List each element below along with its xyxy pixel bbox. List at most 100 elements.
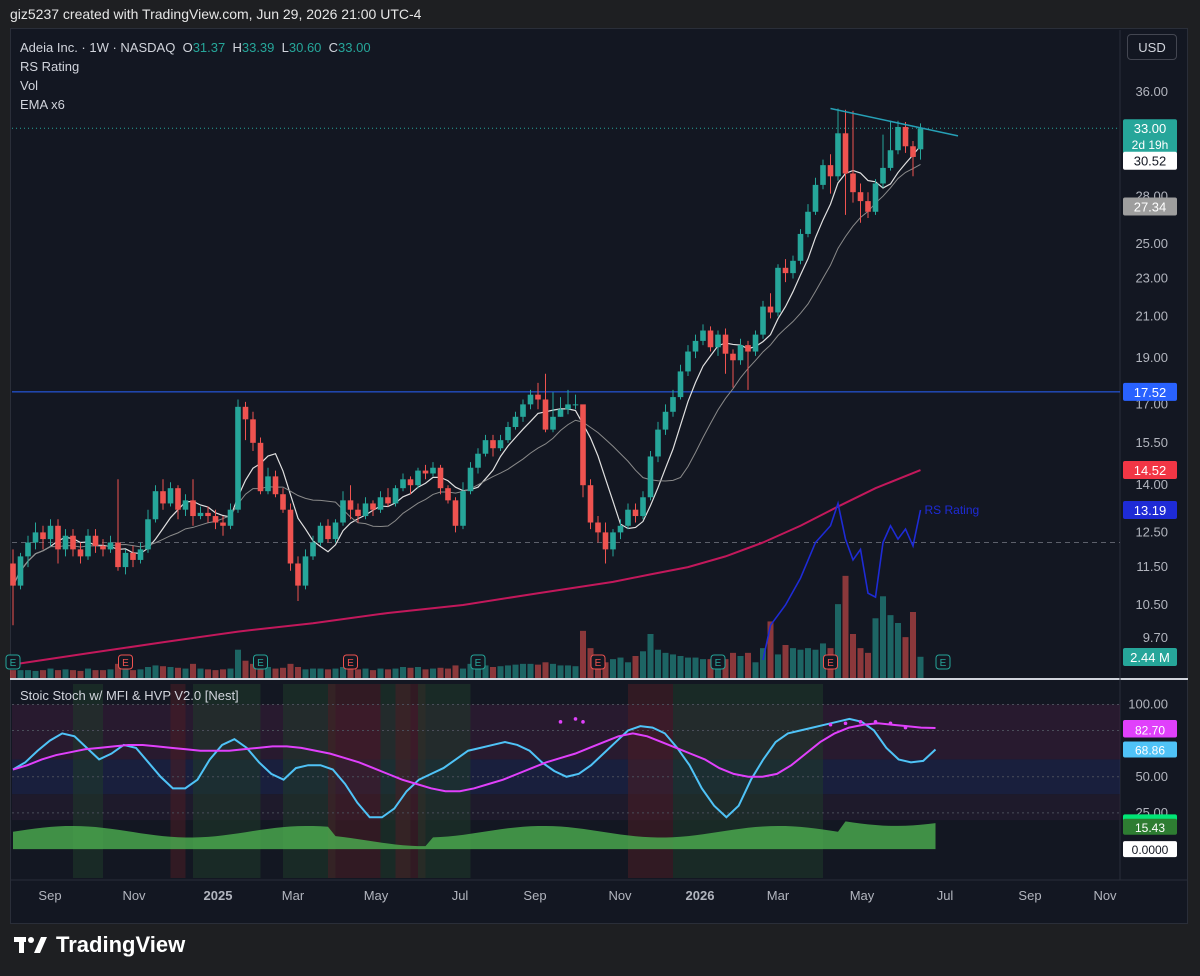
volume-bar <box>722 659 729 678</box>
time-tick-label: May <box>364 888 389 903</box>
candle-body <box>760 306 766 335</box>
candle-body <box>767 306 774 313</box>
volume-bar <box>355 669 361 678</box>
volume-bar <box>310 668 316 678</box>
volume-bar <box>385 669 391 678</box>
earnings-letter: E <box>347 658 354 669</box>
candle-body <box>85 535 91 557</box>
badge-bg <box>1123 648 1177 666</box>
osc-badge-text: 15.43 <box>1135 821 1165 835</box>
tradingview-logo[interactable]: TradingView <box>14 932 185 958</box>
candle-body <box>550 416 556 430</box>
overbought-dot <box>888 721 893 726</box>
hvp-area <box>13 821 936 850</box>
candle-body <box>797 233 804 261</box>
legend-l-label: L <box>281 40 289 55</box>
oscillator-title[interactable]: Stoic Stoch w/ MFI & HVP V2.0 [Nest] <box>20 688 239 703</box>
volume-bar <box>767 621 774 678</box>
volume-bar <box>415 667 421 678</box>
volume-bar <box>152 665 159 678</box>
volume-bar <box>325 669 331 678</box>
price-badge: 30.52 <box>1123 151 1177 170</box>
badge-subtext: 2d 19h <box>1132 138 1169 152</box>
volume-bar <box>250 663 256 678</box>
price-tick-label: 11.50 <box>1136 559 1168 574</box>
osc-tick-label: 50.00 <box>1135 769 1168 784</box>
candle-body <box>745 345 751 352</box>
earnings-letter: E <box>475 658 482 669</box>
earnings-box <box>343 654 358 670</box>
volume-bar <box>505 665 511 678</box>
candle-body <box>887 150 894 168</box>
candle-body <box>632 509 639 517</box>
osc-badge: 15.43 <box>1123 818 1177 835</box>
candle-body <box>895 126 901 151</box>
osc-badge-text: 0.0000 <box>1132 843 1169 857</box>
candle-body <box>40 532 46 540</box>
time-tick-label: Mar <box>767 888 790 903</box>
candle-body <box>857 192 864 202</box>
tradingview-wordmark: TradingView <box>56 932 186 957</box>
earnings-letter: E <box>595 658 602 669</box>
tradingview-icon <box>14 937 47 953</box>
candle-body <box>505 427 511 441</box>
price-badge: 14.52 <box>1123 461 1177 480</box>
candle-body <box>565 404 571 410</box>
earnings-marker: E <box>710 654 726 670</box>
candle-body <box>490 440 496 449</box>
volume-bar <box>797 649 804 678</box>
chart-credit: giz5237 created with TradingView.com, Ju… <box>10 6 422 22</box>
candle-body <box>655 429 661 457</box>
volume-bar <box>812 649 819 678</box>
volume-bar <box>782 645 789 678</box>
volume-bar <box>895 623 901 678</box>
candle-body <box>820 165 826 185</box>
candle-body <box>865 201 871 212</box>
earnings-marker: E <box>935 654 951 670</box>
volume-bar <box>700 659 706 678</box>
volume-bar <box>115 663 121 678</box>
volume-bar <box>550 663 556 678</box>
volume-bar <box>647 634 654 678</box>
candle-body <box>55 525 61 550</box>
candle-body <box>587 485 594 523</box>
volume-bar <box>437 667 444 678</box>
volume-bar <box>287 663 294 678</box>
earnings-marker: E <box>470 654 486 670</box>
price-tick-label: 23.00 <box>1135 271 1168 286</box>
volume-bar <box>160 666 166 678</box>
badge-bg <box>1123 151 1177 170</box>
volume-bar <box>805 648 811 678</box>
time-tick-label: Sep <box>523 888 546 903</box>
candle-body <box>355 509 361 517</box>
volume-bar <box>400 667 406 678</box>
volume-bar <box>302 669 309 678</box>
volume-bar <box>880 596 886 678</box>
legend-vol[interactable]: Vol <box>20 78 39 93</box>
badge-bg <box>1123 197 1177 216</box>
volume-bar <box>565 665 571 678</box>
volume-bar <box>662 652 669 678</box>
candle-body <box>257 442 264 492</box>
candle-body <box>625 509 631 526</box>
candle-body <box>445 488 451 501</box>
legend-rs-rating[interactable]: RS Rating <box>20 59 80 74</box>
candle-body <box>370 503 376 510</box>
resistance-trendline <box>830 107 959 137</box>
volume-bar <box>857 648 864 678</box>
volume-bar <box>835 604 841 678</box>
overbought-dot <box>858 720 863 724</box>
candle-body <box>70 535 76 550</box>
price-tick-label: 19.00 <box>1135 350 1168 365</box>
earnings-marker: E <box>590 654 606 670</box>
currency-button[interactable]: USD <box>1127 34 1177 60</box>
volume-bar <box>452 665 459 678</box>
legend-ema[interactable]: EMA x6 <box>20 97 65 112</box>
candle-body <box>430 467 436 474</box>
candle-body <box>250 419 256 443</box>
osc-badge-text: 82.70 <box>1135 723 1165 737</box>
volume-bar <box>70 670 76 678</box>
time-tick-label: Jul <box>937 888 954 903</box>
volume-bar <box>235 649 241 678</box>
